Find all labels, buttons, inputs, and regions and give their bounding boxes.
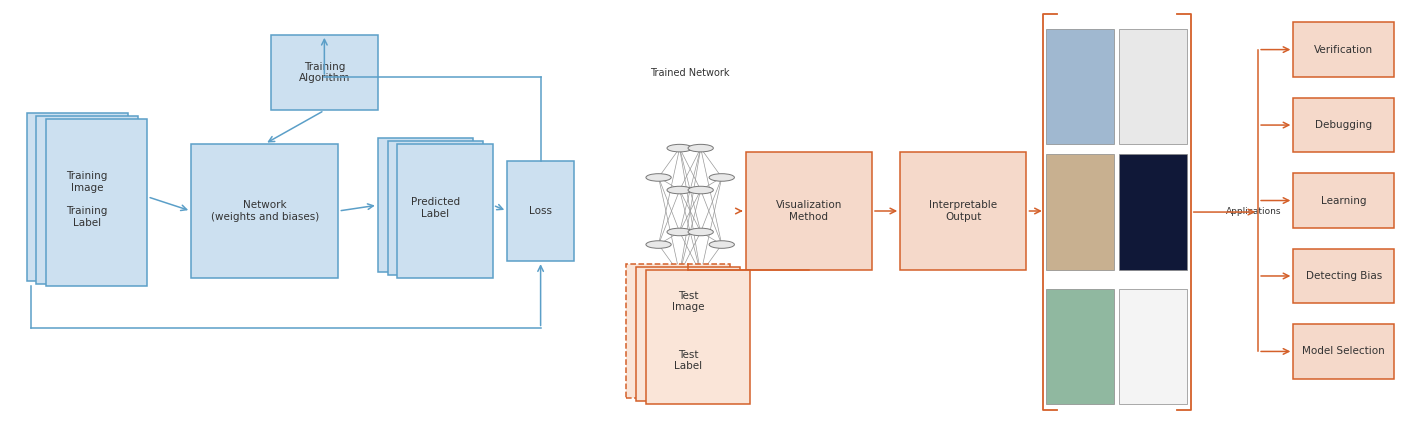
Text: Training
Image

Training
Label: Training Image Training Label xyxy=(66,171,108,228)
Circle shape xyxy=(646,174,671,181)
FancyBboxPatch shape xyxy=(272,35,377,111)
Text: Interpretable
Output: Interpretable Output xyxy=(929,200,998,222)
FancyBboxPatch shape xyxy=(1119,29,1186,144)
Text: Training
Algorithm: Training Algorithm xyxy=(298,62,350,84)
Circle shape xyxy=(688,186,713,194)
FancyBboxPatch shape xyxy=(1293,173,1394,228)
FancyBboxPatch shape xyxy=(37,116,138,284)
Circle shape xyxy=(646,241,671,248)
Text: Test
Label: Test Label xyxy=(674,349,702,371)
Circle shape xyxy=(667,186,692,194)
Circle shape xyxy=(667,228,692,236)
FancyBboxPatch shape xyxy=(626,264,730,398)
Circle shape xyxy=(667,270,692,278)
Text: Network
(weights and biases): Network (weights and biases) xyxy=(211,200,319,222)
FancyBboxPatch shape xyxy=(46,119,148,287)
Text: Loss: Loss xyxy=(529,206,552,216)
Circle shape xyxy=(709,241,734,248)
Text: Predicted
Label: Predicted Label xyxy=(411,197,460,219)
FancyBboxPatch shape xyxy=(1293,249,1394,303)
FancyBboxPatch shape xyxy=(900,152,1027,270)
FancyBboxPatch shape xyxy=(387,141,483,275)
Text: Trained Network: Trained Network xyxy=(650,68,729,78)
FancyBboxPatch shape xyxy=(1047,29,1113,144)
FancyBboxPatch shape xyxy=(746,152,872,270)
FancyBboxPatch shape xyxy=(1119,154,1186,270)
Circle shape xyxy=(709,174,734,181)
Text: Detecting Bias: Detecting Bias xyxy=(1306,271,1382,281)
Circle shape xyxy=(688,270,713,278)
FancyBboxPatch shape xyxy=(1293,22,1394,77)
FancyBboxPatch shape xyxy=(636,267,740,401)
FancyBboxPatch shape xyxy=(1047,154,1113,270)
FancyBboxPatch shape xyxy=(1293,98,1394,152)
Circle shape xyxy=(688,228,713,236)
FancyBboxPatch shape xyxy=(27,113,128,281)
Text: Learning: Learning xyxy=(1321,195,1366,206)
FancyBboxPatch shape xyxy=(1047,289,1113,404)
Circle shape xyxy=(688,144,713,152)
FancyBboxPatch shape xyxy=(1293,324,1394,379)
Text: Model Selection: Model Selection xyxy=(1303,346,1386,357)
Text: Debugging: Debugging xyxy=(1316,120,1372,130)
Text: Visualization
Method: Visualization Method xyxy=(775,200,841,222)
Text: Verification: Verification xyxy=(1314,45,1373,54)
FancyBboxPatch shape xyxy=(646,270,750,404)
Circle shape xyxy=(667,144,692,152)
Text: Applications: Applications xyxy=(1227,206,1282,216)
FancyBboxPatch shape xyxy=(377,138,473,272)
FancyBboxPatch shape xyxy=(397,144,492,278)
FancyBboxPatch shape xyxy=(507,161,574,261)
Text: Test
Image: Test Image xyxy=(671,291,705,312)
FancyBboxPatch shape xyxy=(191,144,339,278)
FancyBboxPatch shape xyxy=(1119,289,1186,404)
